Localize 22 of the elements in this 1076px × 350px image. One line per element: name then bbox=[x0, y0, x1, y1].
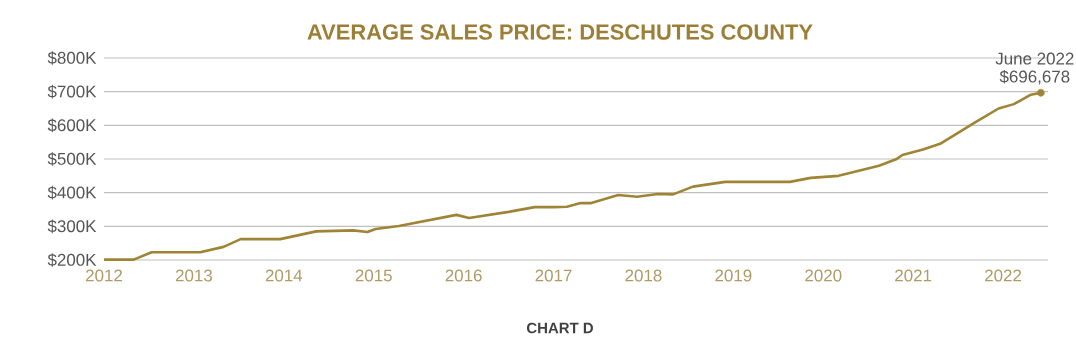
x-tick-label: 2013 bbox=[175, 269, 212, 282]
text: CHART D bbox=[527, 322, 593, 334]
y-tick-label: $200K bbox=[47, 253, 97, 267]
y-tick-label: $600K bbox=[47, 118, 97, 133]
y-tick-label: $700K bbox=[47, 84, 97, 99]
y-tick-label: $500K bbox=[47, 152, 97, 166]
y-tick-label: $400K bbox=[47, 185, 97, 200]
y-tick-label: $300K bbox=[47, 219, 97, 234]
x-tick-label: 2015 bbox=[355, 269, 392, 282]
x-tick-label: 2021 bbox=[895, 269, 932, 282]
x-tick-label: 2019 bbox=[715, 269, 752, 282]
annotation: June 2022 bbox=[995, 52, 1074, 65]
x-tick-label: 2012 bbox=[86, 269, 122, 282]
x-tick-label: 2020 bbox=[805, 269, 842, 282]
x-tick-label: 2016 bbox=[445, 269, 482, 282]
chart-title: AVERAGE SALES PRICE: DESCHUTES COUNTY bbox=[307, 24, 813, 40]
x-tick-label: 2018 bbox=[625, 269, 662, 282]
y-tick-label: $800K bbox=[47, 51, 97, 65]
x-tick-label: 2017 bbox=[535, 269, 572, 282]
annotation: $696,678 bbox=[999, 69, 1070, 85]
x-tick-label: 2022 bbox=[985, 269, 1022, 282]
x-tick-label: 2014 bbox=[265, 269, 303, 282]
